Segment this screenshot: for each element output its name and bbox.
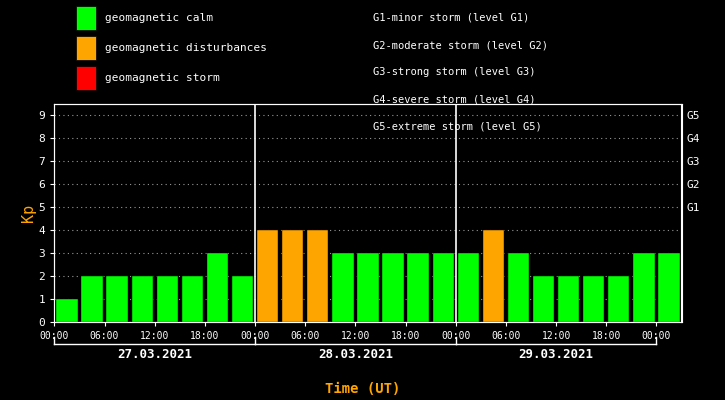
Text: G4-severe storm (level G4): G4-severe storm (level G4) xyxy=(373,95,536,105)
Text: geomagnetic calm: geomagnetic calm xyxy=(105,13,213,23)
Bar xyxy=(182,276,203,322)
Text: geomagnetic storm: geomagnetic storm xyxy=(105,73,220,83)
Bar xyxy=(57,299,78,322)
Bar xyxy=(483,230,504,322)
Text: G3-strong storm (level G3): G3-strong storm (level G3) xyxy=(373,68,536,78)
Bar xyxy=(207,253,228,322)
Bar xyxy=(157,276,178,322)
Bar xyxy=(232,276,253,322)
Text: 27.03.2021: 27.03.2021 xyxy=(117,348,192,361)
Text: geomagnetic disturbances: geomagnetic disturbances xyxy=(105,43,267,53)
Text: G1-minor storm (level G1): G1-minor storm (level G1) xyxy=(373,13,530,23)
Bar xyxy=(81,276,103,322)
Bar xyxy=(507,253,529,322)
Bar xyxy=(382,253,404,322)
Text: 29.03.2021: 29.03.2021 xyxy=(518,348,594,361)
Text: 28.03.2021: 28.03.2021 xyxy=(318,348,393,361)
Bar xyxy=(608,276,629,322)
Bar xyxy=(433,253,454,322)
Y-axis label: Kp: Kp xyxy=(21,204,36,222)
Bar xyxy=(633,253,655,322)
Text: G5-extreme storm (level G5): G5-extreme storm (level G5) xyxy=(373,122,542,132)
Text: Time (UT): Time (UT) xyxy=(325,382,400,396)
Bar xyxy=(332,253,354,322)
Bar xyxy=(282,230,303,322)
Bar xyxy=(357,253,378,322)
Bar xyxy=(257,230,278,322)
Bar xyxy=(533,276,554,322)
Bar xyxy=(407,253,428,322)
Bar xyxy=(107,276,128,322)
Bar xyxy=(457,253,479,322)
Bar xyxy=(583,276,605,322)
Bar xyxy=(658,253,679,322)
Text: G2-moderate storm (level G2): G2-moderate storm (level G2) xyxy=(373,40,548,50)
Bar xyxy=(558,276,579,322)
Bar xyxy=(307,230,328,322)
Bar xyxy=(131,276,153,322)
